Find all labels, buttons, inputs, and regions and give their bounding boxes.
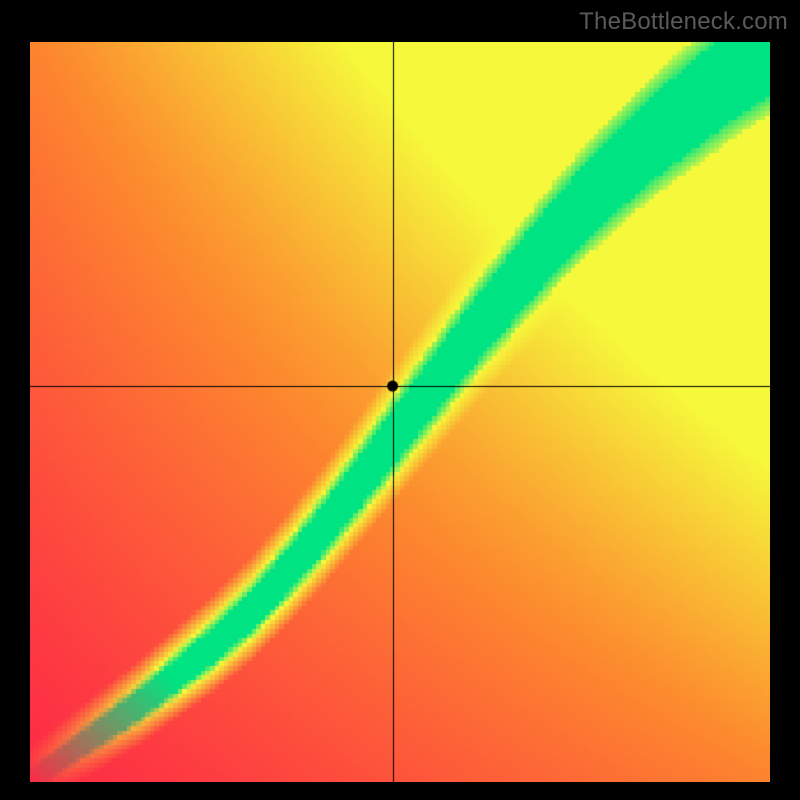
watermark-text: TheBottleneck.com [579, 8, 788, 36]
chart-container: TheBottleneck.com [0, 0, 800, 800]
heatmap-canvas [30, 42, 770, 782]
bottleneck-heatmap [30, 42, 770, 782]
